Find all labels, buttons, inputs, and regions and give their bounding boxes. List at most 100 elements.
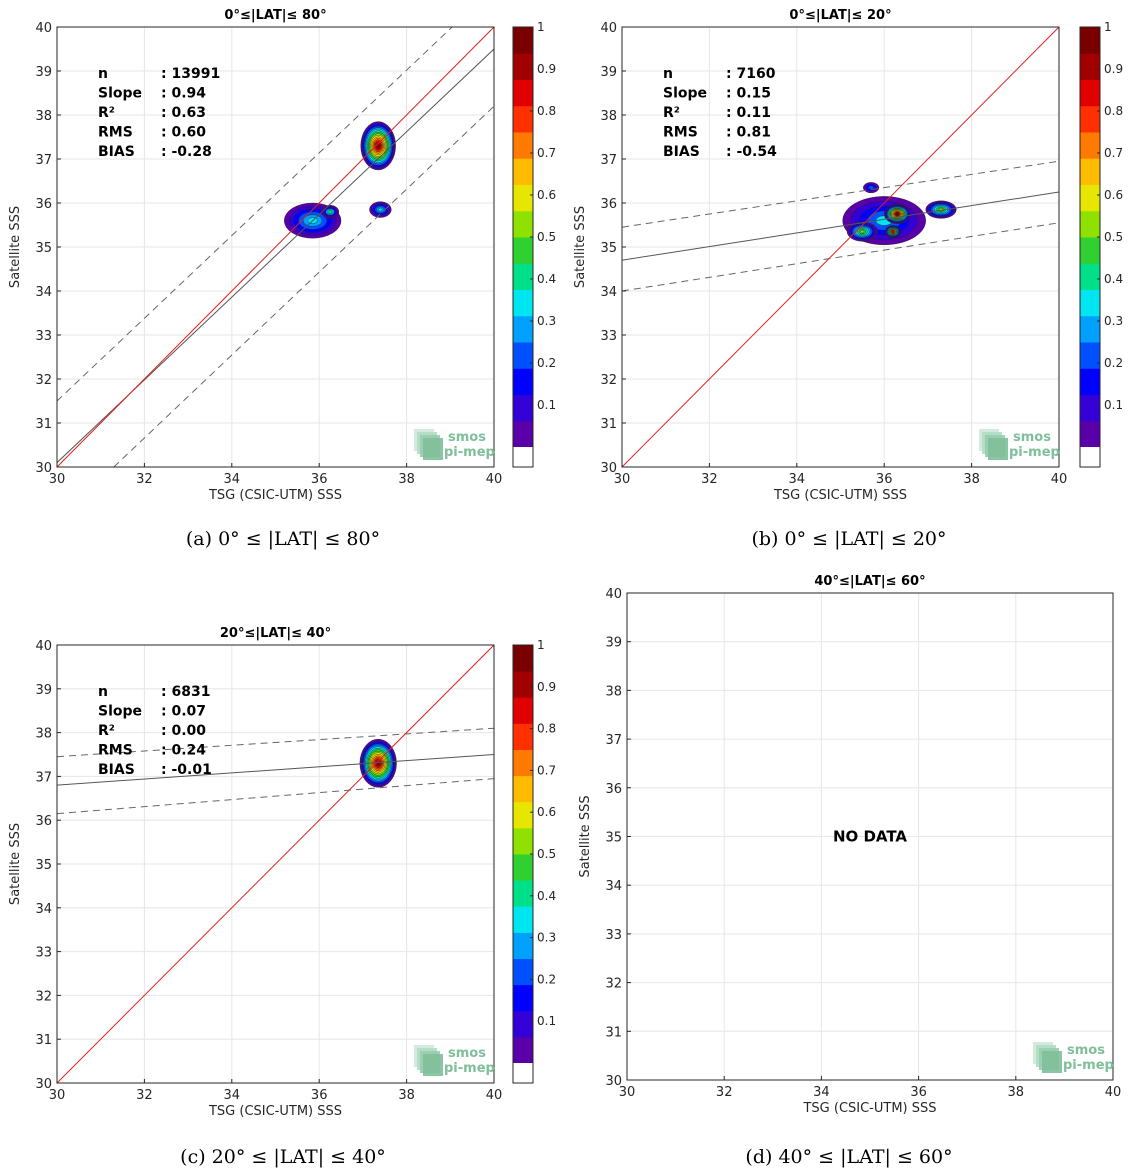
density-contour [378, 207, 383, 212]
colorbar-swatch [1080, 394, 1100, 422]
density-contour [868, 185, 874, 190]
y-tick-label: 32 [35, 989, 52, 1004]
chart-panel-d: 30 32 34 36 38 40 30 31 32 33 34 35 36 37 38 39 40 TSG (C… [578, 574, 1121, 1168]
colorbar-tick-label: 0.7 [1104, 146, 1123, 160]
colorbar-tick-label: 0.7 [537, 146, 556, 160]
stat-label: n [663, 66, 673, 82]
colorbar-swatch [513, 184, 533, 212]
colorbar-swatch [513, 984, 533, 1012]
y-tick-label: 35 [35, 241, 52, 256]
colorbar-tick-label: 0.3 [1104, 314, 1123, 328]
logo-text-smos: smos [448, 430, 486, 445]
logo-text-smos: smos [1013, 430, 1051, 445]
x-tick-label: 36 [311, 1088, 328, 1103]
chart-panel-b: 30 32 34 36 38 40 30 31 32 33 34 35 36 37 38 39 40 TSG (C… [573, 8, 1123, 550]
stat-value: : -0.01 [161, 762, 212, 778]
y-tick-label: 31 [600, 417, 617, 432]
y-axis-label: Satellite SSS [578, 795, 593, 877]
x-axis-label: TSG (CSIC-UTM) SSS [773, 488, 907, 503]
colorbar-swatch [513, 53, 533, 80]
stat-label: R² [98, 105, 115, 121]
panel-caption: (c) 20° ≤ |LAT| ≤ 40° [180, 1146, 386, 1168]
colorbar-tick-label: 0.6 [537, 805, 556, 819]
colorbar-swatch [1080, 315, 1100, 343]
y-tick-label: 38 [605, 684, 622, 699]
colorbar-swatch [513, 854, 533, 881]
colorbar-tick-label: 0.3 [537, 931, 556, 945]
y-tick-label: 32 [35, 373, 52, 388]
y-tick-label: 32 [600, 373, 617, 388]
chart-panel-c: 30 32 34 36 38 40 30 31 32 33 34 35 36 37 38 39 40 TSG (C… [8, 626, 556, 1168]
colorbar-swatch [513, 105, 533, 133]
colorbar-swatch [513, 697, 533, 724]
stat-label: RMS [663, 125, 698, 141]
stat-value: : 13991 [161, 66, 220, 82]
colorbar-swatch [513, 158, 533, 185]
y-tick-label: 39 [605, 636, 622, 651]
colorbar-swatch [513, 79, 533, 107]
x-tick-label: 36 [311, 472, 328, 487]
colorbar-tick-label: 0.2 [537, 972, 556, 986]
x-axis-label: TSG (CSIC-UTM) SSS [802, 1101, 936, 1116]
y-tick-label: 40 [35, 639, 52, 654]
y-tick-label: 40 [35, 21, 52, 36]
logo-text-pimep: pi-mep [444, 445, 495, 460]
colorbar-tick-label: 0.5 [1104, 230, 1123, 244]
colorbar-tick-label: 0.6 [537, 188, 556, 202]
y-tick-label: 37 [35, 153, 52, 168]
x-tick-label: 38 [398, 1088, 415, 1103]
y-tick-label: 39 [35, 683, 52, 698]
stat-label: n [98, 684, 108, 700]
x-tick-label: 30 [49, 472, 66, 487]
y-axis-label: Satellite SSS [8, 823, 23, 905]
stat-value: : 0.24 [161, 743, 206, 759]
logo-text-smos: smos [1067, 1043, 1105, 1058]
stat-label: R² [663, 105, 680, 121]
colorbar-tick-label: 0.9 [537, 680, 556, 694]
colorbar-frame [512, 644, 534, 1084]
no-data-label: NO DATA [833, 828, 907, 846]
colorbar-swatch [1080, 184, 1100, 212]
y-tick-label: 30 [605, 1074, 622, 1089]
y-tick-label: 33 [35, 946, 52, 961]
panel-title: 40°≤|LAT|≤ 60° [814, 574, 925, 589]
colorbar-swatch [1080, 289, 1100, 317]
lower-envelope-line [622, 222, 1059, 292]
y-tick-label: 35 [600, 241, 617, 256]
y-tick-label: 38 [35, 109, 52, 124]
identity-line [57, 27, 494, 467]
logo-text-smos: smos [448, 1046, 486, 1061]
colorbar-tick-label: 1 [1104, 20, 1112, 34]
colorbar-empty-swatch [1080, 447, 1100, 467]
colorbar-tick-label: 0.1 [1104, 398, 1123, 412]
x-axis-label: TSG (CSIC-UTM) SSS [208, 1104, 342, 1119]
density-contour [891, 229, 895, 234]
stat-label: BIAS [663, 144, 700, 160]
colorbar-tick-label: 0.5 [537, 230, 556, 244]
panel-caption: (a) 0° ≤ |LAT| ≤ 80° [186, 528, 380, 550]
colorbar-tick-label: 0.1 [537, 398, 556, 412]
colorbar: 0.1 0.2 0.3 0.4 0.5 0.6 0.7 0.8 0.9 1 [1079, 20, 1123, 468]
x-tick-label: 40 [486, 1088, 503, 1103]
colorbar-tick-label: 1 [537, 20, 545, 34]
stat-value: : 0.15 [726, 86, 771, 102]
upper-envelope-line [57, 727, 494, 758]
colorbar: 0.1 0.2 0.3 0.4 0.5 0.6 0.7 0.8 0.9 1 [512, 20, 556, 468]
logo-text-pimep: pi-mep [1063, 1058, 1114, 1073]
stat-value: : 6831 [161, 684, 210, 700]
colorbar-swatch [513, 645, 533, 672]
colorbar-swatch [1080, 368, 1100, 395]
stat-value: : 0.81 [726, 125, 771, 141]
colorbar-swatch [513, 342, 533, 369]
stat-label: Slope [663, 86, 707, 102]
logo-mark [423, 438, 443, 460]
lower-envelope-line [113, 105, 494, 467]
y-axis-label: Satellite SSS [573, 206, 588, 288]
x-tick-label: 34 [789, 472, 806, 487]
colorbar-swatch [1080, 79, 1100, 107]
y-tick-label: 36 [35, 197, 52, 212]
colorbar-tick-label: 0.4 [537, 889, 556, 903]
y-tick-label: 31 [35, 417, 52, 432]
stat-value: : 0.63 [161, 105, 206, 121]
x-tick-label: 34 [224, 1088, 241, 1103]
